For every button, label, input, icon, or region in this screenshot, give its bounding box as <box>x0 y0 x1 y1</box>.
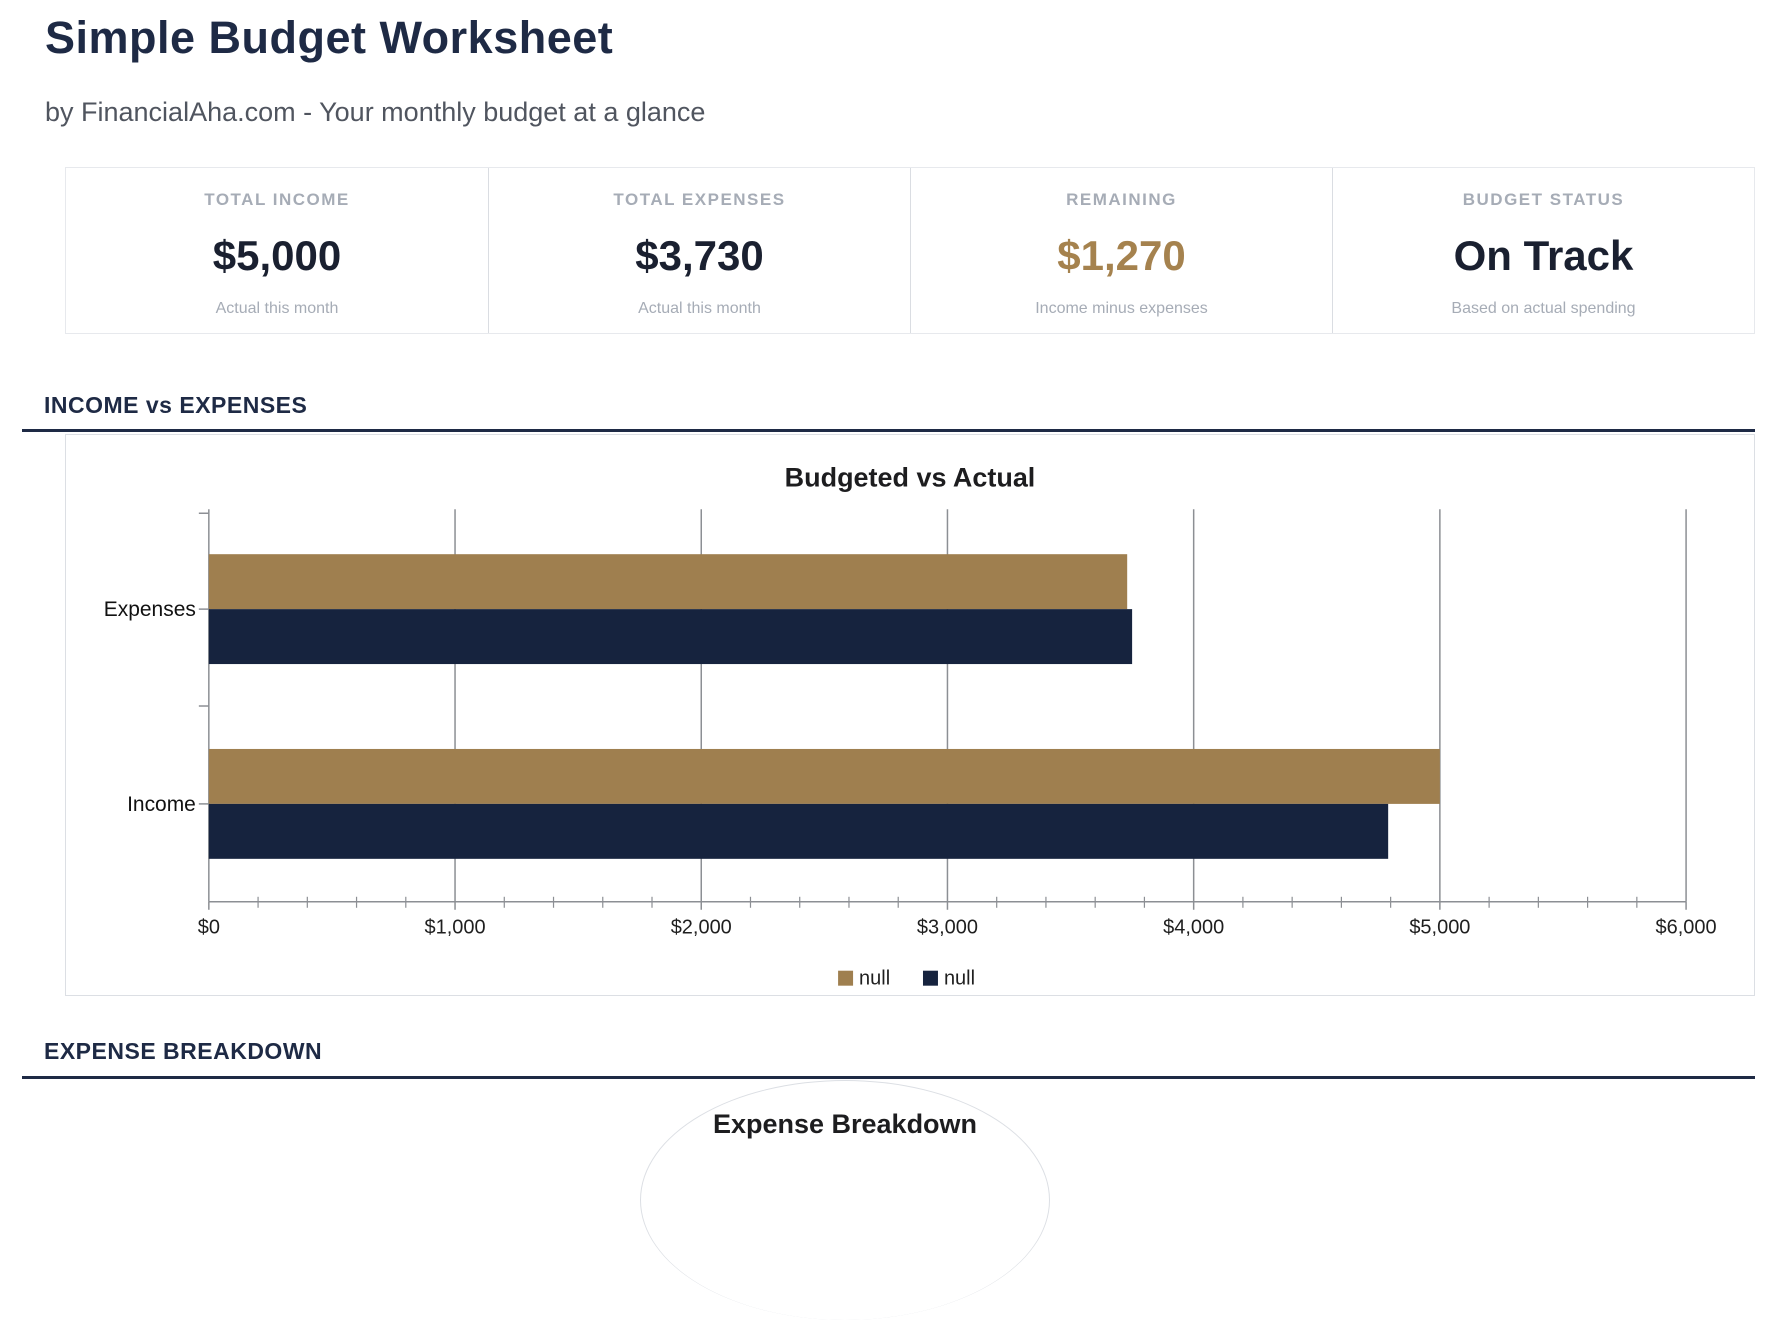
svg-text:$4,000: $4,000 <box>1163 917 1224 939</box>
svg-text:Income: Income <box>127 793 196 816</box>
card-label: TOTAL INCOME <box>204 190 350 209</box>
bar-chart-card: Budgeted vs Actual $0 $1,000 $2,000 $3,000 $4… <box>65 434 1755 996</box>
summary-card-budget-status: BUDGET STATUS On Track Based on actual s… <box>1332 168 1754 333</box>
page-title: Simple Budget Worksheet <box>45 12 614 63</box>
card-value: $3,730 <box>635 232 764 279</box>
section-heading-expense-breakdown: EXPENSE BREAKDOWN <box>44 1038 323 1064</box>
pie-chart-canvas <box>641 1081 1049 1269</box>
pie-chart-title: Expense Breakdown <box>712 1109 978 1139</box>
svg-text:null: null <box>859 968 890 990</box>
card-value: $5,000 <box>212 232 342 279</box>
card-sublabel: Based on actual spending <box>1451 300 1636 317</box>
budgeted-vs-actual-bar-chart: Budgeted vs Actual $0 $1,000 $2,000 $3,000 $4… <box>104 462 1717 990</box>
summary-card-remaining: REMAINING $1,270 Income minus expenses <box>910 168 1332 333</box>
budget-worksheet-page: Simple Budget Worksheet by FinancialAha.… <box>22 12 1755 1320</box>
pie-chart-card: Expense Breakdown <box>640 1080 1050 1320</box>
svg-text:null: null <box>944 968 975 990</box>
card-label: BUDGET STATUS <box>1462 190 1625 209</box>
svg-text:Expenses: Expenses <box>104 598 196 621</box>
svg-text:$1,000: $1,000 <box>424 917 485 939</box>
svg-text:$0: $0 <box>198 917 220 939</box>
page-subtitle: by FinancialAha.com - Your monthly budge… <box>45 97 706 127</box>
summary-card-total-income: TOTAL INCOME $5,000 Actual this month <box>66 168 488 333</box>
svg-text:$5,000: $5,000 <box>1409 917 1470 939</box>
section-divider <box>22 429 1755 432</box>
svg-text:Budgeted vs Actual: Budgeted vs Actual <box>785 462 1036 492</box>
card-sublabel: Actual this month <box>638 300 761 317</box>
svg-text:$2,000: $2,000 <box>671 917 732 939</box>
section-heading-income-vs-expenses: INCOME vs EXPENSES <box>44 392 308 418</box>
summary-card-total-expenses: TOTAL EXPENSES $3,730 Actual this month <box>488 168 910 333</box>
section-divider <box>22 1076 1755 1079</box>
card-sublabel: Income minus expenses <box>1035 300 1208 317</box>
card-value-remaining: $1,270 <box>1057 232 1186 279</box>
card-value: On Track <box>1453 232 1634 279</box>
card-sublabel: Actual this month <box>215 300 339 317</box>
card-label: TOTAL EXPENSES <box>613 190 786 209</box>
svg-text:$6,000: $6,000 <box>1656 917 1717 939</box>
svg-text:$3,000: $3,000 <box>917 917 978 939</box>
summary-cards: TOTAL INCOME $5,000 Actual this month TO… <box>65 167 1755 334</box>
card-label: REMAINING <box>1066 190 1177 209</box>
